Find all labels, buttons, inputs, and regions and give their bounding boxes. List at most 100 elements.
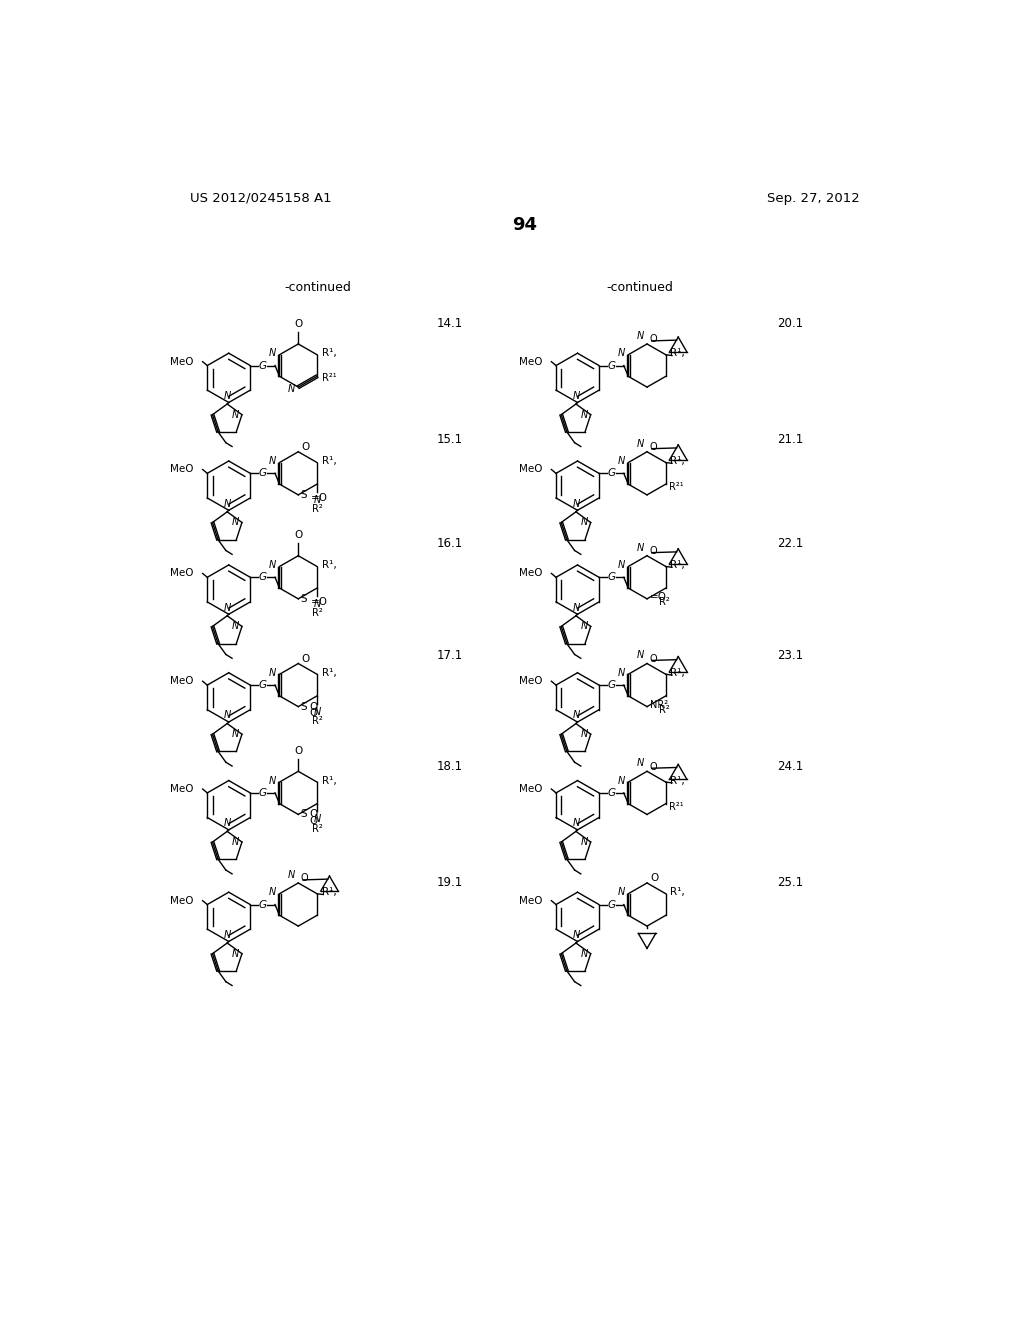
Text: O: O [301, 874, 308, 883]
Text: N: N [617, 887, 625, 898]
Text: O: O [649, 762, 657, 772]
Text: N: N [223, 710, 230, 721]
Text: N: N [572, 710, 580, 721]
Text: N: N [223, 931, 230, 940]
Text: G: G [607, 899, 615, 909]
Text: N: N [617, 776, 625, 785]
Text: 14.1: 14.1 [436, 317, 463, 330]
Text: N: N [288, 384, 295, 393]
Text: G: G [259, 899, 266, 909]
Text: MeO: MeO [170, 784, 194, 795]
Text: N: N [617, 668, 625, 677]
Text: NR²: NR² [650, 700, 669, 710]
Text: N: N [223, 818, 230, 829]
Text: 17.1: 17.1 [436, 648, 463, 661]
Text: G: G [259, 680, 266, 690]
Text: N: N [288, 870, 295, 880]
Text: O: O [309, 816, 317, 825]
Text: R¹,: R¹, [671, 668, 685, 677]
Text: N: N [313, 706, 321, 717]
Text: =O: =O [310, 597, 328, 607]
Text: O: O [309, 702, 317, 711]
Text: O: O [301, 653, 309, 664]
Text: N: N [572, 499, 580, 508]
Text: N: N [581, 949, 588, 958]
Text: 23.1: 23.1 [777, 648, 804, 661]
Text: N: N [269, 668, 276, 677]
Text: 20.1: 20.1 [777, 317, 804, 330]
Text: O: O [301, 442, 309, 453]
Text: R¹,: R¹, [322, 560, 337, 570]
Text: N: N [231, 517, 239, 528]
Text: MeO: MeO [518, 465, 542, 474]
Text: N: N [581, 517, 588, 528]
Text: G: G [607, 469, 615, 478]
Text: N: N [581, 837, 588, 847]
Text: G: G [259, 788, 266, 797]
Text: O: O [650, 874, 658, 883]
Text: N: N [231, 622, 239, 631]
Text: O: O [649, 334, 657, 345]
Text: O: O [309, 708, 317, 718]
Text: R¹,: R¹, [671, 776, 685, 785]
Text: N: N [637, 651, 644, 660]
Text: 18.1: 18.1 [436, 760, 463, 774]
Text: MeO: MeO [518, 676, 542, 686]
Text: S: S [301, 809, 307, 820]
Text: 16.1: 16.1 [436, 537, 463, 550]
Text: 22.1: 22.1 [777, 537, 804, 550]
Text: G: G [607, 680, 615, 690]
Text: R²¹: R²¹ [669, 482, 684, 492]
Text: MeO: MeO [518, 784, 542, 795]
Text: 15.1: 15.1 [436, 433, 463, 446]
Text: MeO: MeO [170, 896, 194, 906]
Text: MeO: MeO [518, 569, 542, 578]
Text: N: N [637, 543, 644, 553]
Text: R¹,: R¹, [671, 455, 685, 466]
Text: N: N [581, 409, 588, 420]
Text: N: N [269, 887, 276, 898]
Text: O: O [294, 531, 302, 540]
Text: N: N [269, 776, 276, 785]
Text: US 2012/0245158 A1: US 2012/0245158 A1 [190, 191, 332, 205]
Text: S: S [301, 702, 307, 711]
Text: R¹,: R¹, [671, 560, 685, 570]
Text: 24.1: 24.1 [777, 760, 804, 774]
Text: N: N [617, 348, 625, 358]
Text: N: N [269, 455, 276, 466]
Text: R²: R² [658, 598, 670, 607]
Text: G: G [607, 788, 615, 797]
Text: N: N [581, 622, 588, 631]
Text: N: N [231, 949, 239, 958]
Text: G: G [607, 360, 615, 371]
Text: O: O [649, 546, 657, 556]
Text: N: N [581, 729, 588, 739]
Text: N: N [231, 729, 239, 739]
Text: R²: R² [311, 715, 323, 726]
Text: N: N [637, 438, 644, 449]
Text: 21.1: 21.1 [777, 433, 804, 446]
Text: R²: R² [311, 504, 323, 513]
Text: R¹,: R¹, [671, 887, 685, 898]
Text: S: S [301, 490, 307, 500]
Text: MeO: MeO [518, 896, 542, 906]
Text: N: N [572, 931, 580, 940]
Text: N: N [313, 495, 321, 504]
Text: 19.1: 19.1 [436, 875, 463, 888]
Text: R²: R² [311, 609, 323, 618]
Text: R²¹: R²¹ [322, 372, 336, 383]
Text: N: N [617, 455, 625, 466]
Text: G: G [259, 469, 266, 478]
Text: MeO: MeO [170, 676, 194, 686]
Text: 25.1: 25.1 [777, 875, 804, 888]
Text: N: N [269, 348, 276, 358]
Text: R¹,: R¹, [322, 776, 337, 785]
Text: R¹,: R¹, [322, 887, 337, 898]
Text: N: N [223, 603, 230, 612]
Text: N: N [231, 837, 239, 847]
Text: G: G [259, 360, 266, 371]
Text: =O: =O [310, 492, 328, 503]
Text: R²: R² [658, 705, 670, 715]
Text: 94: 94 [512, 216, 538, 235]
Text: G: G [259, 573, 266, 582]
